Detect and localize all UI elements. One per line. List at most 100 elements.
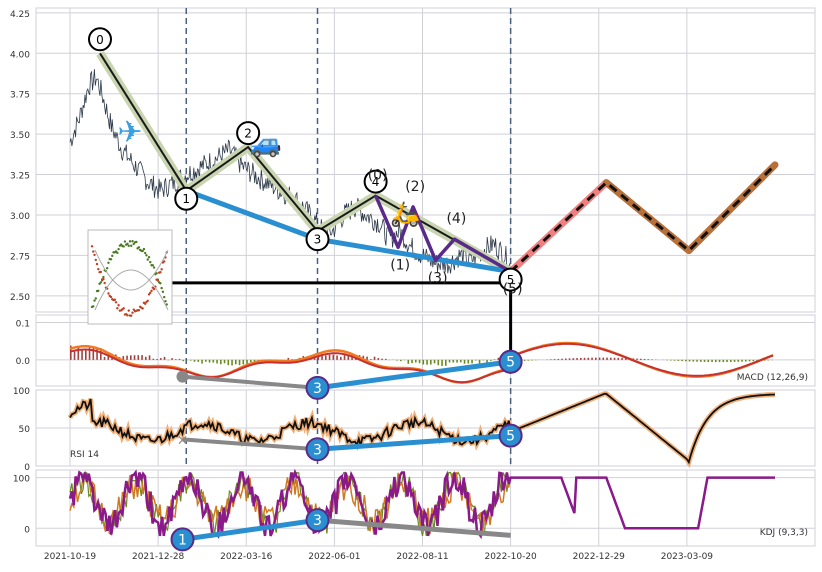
macd-histogram-bar: [711, 360, 713, 362]
macd-histogram-bar: [378, 358, 380, 360]
macd-histogram-bar: [366, 357, 368, 360]
inset-dot: [116, 307, 118, 309]
macd-histogram-bar: [385, 359, 387, 360]
macd-histogram-bar: [475, 360, 477, 361]
macd-histogram-bar: [138, 355, 140, 360]
inset-dot: [162, 291, 164, 293]
rsi-divergence-start: ×: [177, 432, 189, 448]
inset-dot: [164, 300, 166, 302]
macd-histogram-bar: [700, 360, 702, 362]
rsi-divergence-label: 5: [506, 429, 515, 445]
inset-dot: [159, 282, 161, 284]
rsi-panel-label: RSI 14: [70, 450, 99, 460]
macd-panel-label: MACD (12,26,9): [737, 373, 808, 383]
macd-histogram-bar: [438, 360, 440, 365]
inset-dot: [114, 299, 116, 301]
inset-dot: [131, 240, 133, 242]
macd-histogram-bar: [704, 360, 706, 362]
inset-dot: [163, 260, 165, 262]
macd-histogram-bar: [618, 358, 620, 360]
macd-histogram-bar: [464, 360, 466, 364]
macd-histogram-bar: [741, 360, 743, 362]
x-tick-label: 2021-12-28: [132, 552, 185, 562]
inset-dot: [117, 248, 119, 250]
sub-wave-label: (2): [405, 179, 425, 195]
rsi-ytick-label: 0: [24, 463, 30, 473]
macd-histogram-bar: [141, 355, 143, 360]
inset-dot: [147, 258, 149, 260]
macd-histogram-bar: [490, 360, 492, 361]
inset-dot: [130, 245, 132, 247]
macd-histogram-bar: [449, 360, 451, 363]
kdj-ytick-label: 0: [24, 525, 30, 535]
macd-histogram-bar: [213, 360, 215, 363]
inset-dot: [128, 245, 130, 247]
macd-histogram-bar: [693, 360, 695, 362]
x-tick-label: 2022-12-29: [573, 552, 626, 562]
inset-dot: [117, 304, 119, 306]
inset-dot: [129, 240, 131, 242]
rsi-ytick-label: 50: [19, 425, 31, 435]
macd-histogram-bar: [569, 358, 571, 360]
x-tick-label: 2021-10-19: [44, 552, 97, 562]
inset-dot: [122, 245, 124, 247]
inset-dot: [128, 309, 130, 311]
inset-thumbnail: [88, 230, 172, 324]
price-ytick-label: 2.50: [10, 293, 30, 303]
macd-histogram-bar: [340, 357, 342, 360]
macd-histogram-bar: [554, 359, 556, 360]
inset-dot: [110, 258, 112, 260]
inset-dot: [102, 278, 104, 280]
macd-histogram-bar: [374, 357, 376, 360]
inset-dot: [100, 271, 102, 273]
macd-histogram-bar: [153, 359, 155, 360]
macd-histogram-bar: [239, 360, 241, 365]
macd-histogram-bar: [243, 360, 245, 365]
inset-dot: [91, 245, 93, 247]
inset-dot: [160, 268, 162, 270]
inset-dot: [95, 259, 97, 261]
macd-histogram-bar: [558, 359, 560, 360]
macd-histogram-bar: [89, 346, 91, 360]
inset-dot: [131, 312, 133, 314]
inset-dot: [107, 262, 109, 264]
macd-histogram-bar: [224, 360, 226, 364]
price-ytick-label: 3.50: [10, 131, 30, 141]
macd-histogram-bar: [726, 360, 728, 362]
macd-histogram-bar: [606, 358, 608, 360]
macd-histogram-bar: [220, 360, 222, 364]
macd-histogram-bar: [130, 355, 132, 360]
inset-dot: [107, 292, 109, 294]
macd-histogram-bar: [599, 358, 601, 360]
macd-histogram-bar: [85, 350, 87, 360]
macd-histogram-bar: [738, 360, 740, 362]
inset-dot: [130, 314, 132, 316]
macd-histogram-bar: [445, 360, 447, 366]
inset-dot: [153, 288, 155, 290]
macd-histogram-bar: [205, 360, 207, 362]
inset-dot: [135, 241, 137, 243]
macd-histogram-bar: [415, 360, 417, 363]
macd-histogram-bar: [734, 360, 736, 362]
macd-histogram-bar: [104, 357, 106, 360]
macd-histogram-bar: [288, 358, 290, 360]
macd-histogram-bar: [441, 360, 443, 366]
wave-label-text: 3: [314, 233, 322, 247]
macd-divergence-label: 5: [506, 355, 515, 371]
rsi-ytick-label: 100: [13, 387, 30, 397]
macd-divergence-start: [177, 371, 189, 383]
inset-dot: [153, 266, 155, 268]
macd-histogram-bar: [179, 359, 181, 360]
kdj-divergence-label: 3: [313, 513, 322, 529]
price-ytick-label: 4.25: [10, 10, 30, 20]
inset-dot: [149, 261, 151, 263]
kdj-ytick-label: 100: [13, 475, 30, 485]
macd-histogram-bar: [149, 355, 151, 360]
macd-histogram-bar: [453, 360, 455, 363]
macd-histogram-bar: [753, 360, 755, 361]
inset-dot: [150, 290, 152, 292]
macd-histogram-bar: [708, 360, 710, 362]
macd-histogram-bar: [483, 360, 485, 361]
inset-dot: [93, 254, 95, 256]
